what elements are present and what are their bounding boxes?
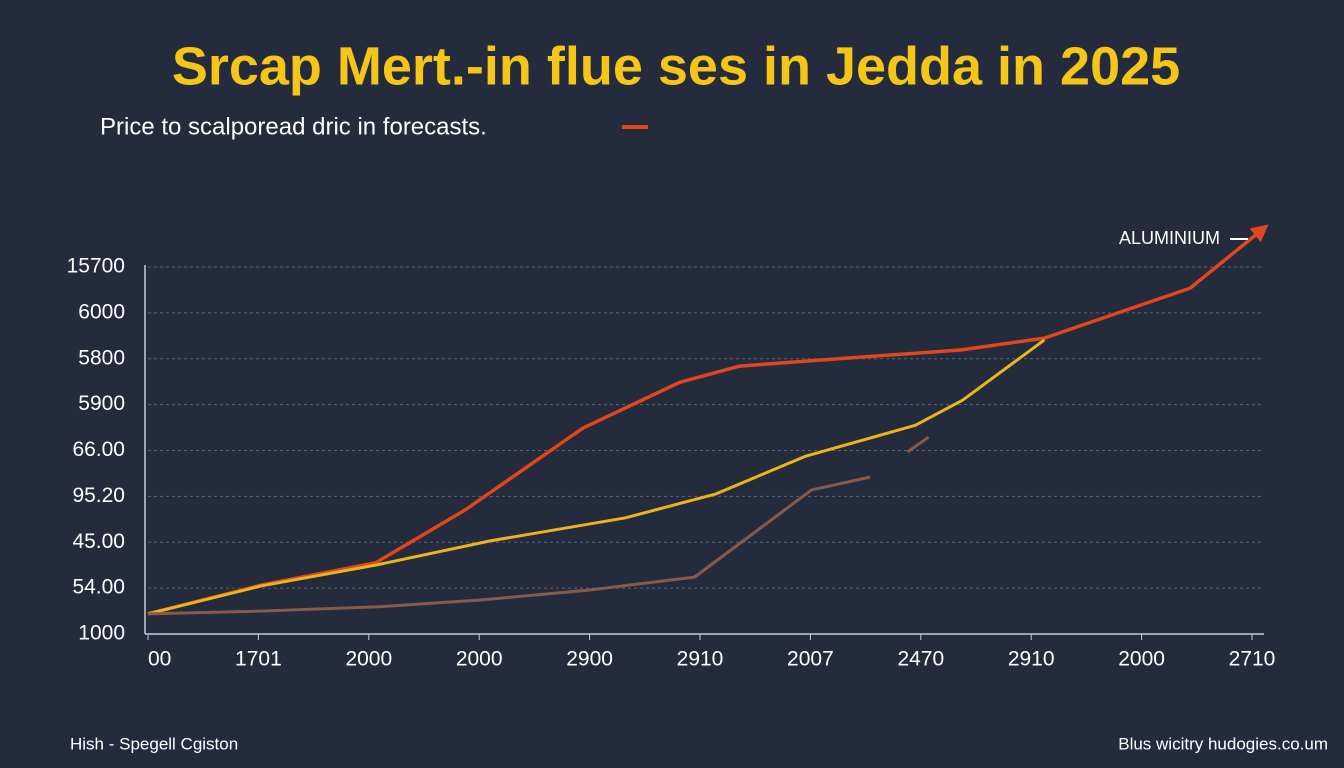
footer-left: Hish - Spegell Cgiston bbox=[70, 734, 238, 753]
y-tick-label: 54.00 bbox=[72, 576, 125, 599]
x-tick-label: 00 bbox=[148, 648, 171, 671]
footer-right: Blus wicitry hudogies.co.um bbox=[1118, 734, 1328, 753]
x-tick-label: 1701 bbox=[235, 648, 282, 671]
x-tick-label: 2910 bbox=[1008, 648, 1055, 671]
x-tick-label: 2910 bbox=[677, 648, 724, 671]
x-tick-label: 2000 bbox=[456, 648, 503, 671]
y-tick-label: 6000 bbox=[78, 300, 125, 323]
series-line bbox=[147, 224, 1269, 616]
y-tick-label: 95.20 bbox=[72, 484, 125, 507]
chart-subtitle: Price to scalporead dric in forecasts. bbox=[100, 113, 487, 140]
x-tick-label: 2000 bbox=[345, 648, 392, 671]
series-line bbox=[147, 338, 1046, 616]
y-tick-label: 1000 bbox=[78, 622, 125, 645]
series-line bbox=[147, 475, 871, 616]
x-tick-label: 2007 bbox=[787, 648, 834, 671]
y-tick-label: 5800 bbox=[78, 346, 125, 369]
x-tick-label: 2470 bbox=[897, 648, 944, 671]
chart-title: Srcap Mert.-in flue ses in Jedda in 2025 bbox=[172, 36, 1180, 96]
legend-label: ALUMINIUM bbox=[1119, 228, 1220, 248]
y-tick-label: 15700 bbox=[67, 255, 125, 278]
x-tick-label: 2710 bbox=[1229, 648, 1276, 671]
y-tick-label: 45.00 bbox=[72, 530, 125, 553]
y-tick-label: 5900 bbox=[78, 392, 125, 415]
x-tick-label: 2900 bbox=[566, 648, 613, 671]
y-tick-label: 66.00 bbox=[72, 438, 125, 461]
x-tick-label: 2000 bbox=[1118, 648, 1165, 671]
series-line bbox=[906, 435, 930, 454]
